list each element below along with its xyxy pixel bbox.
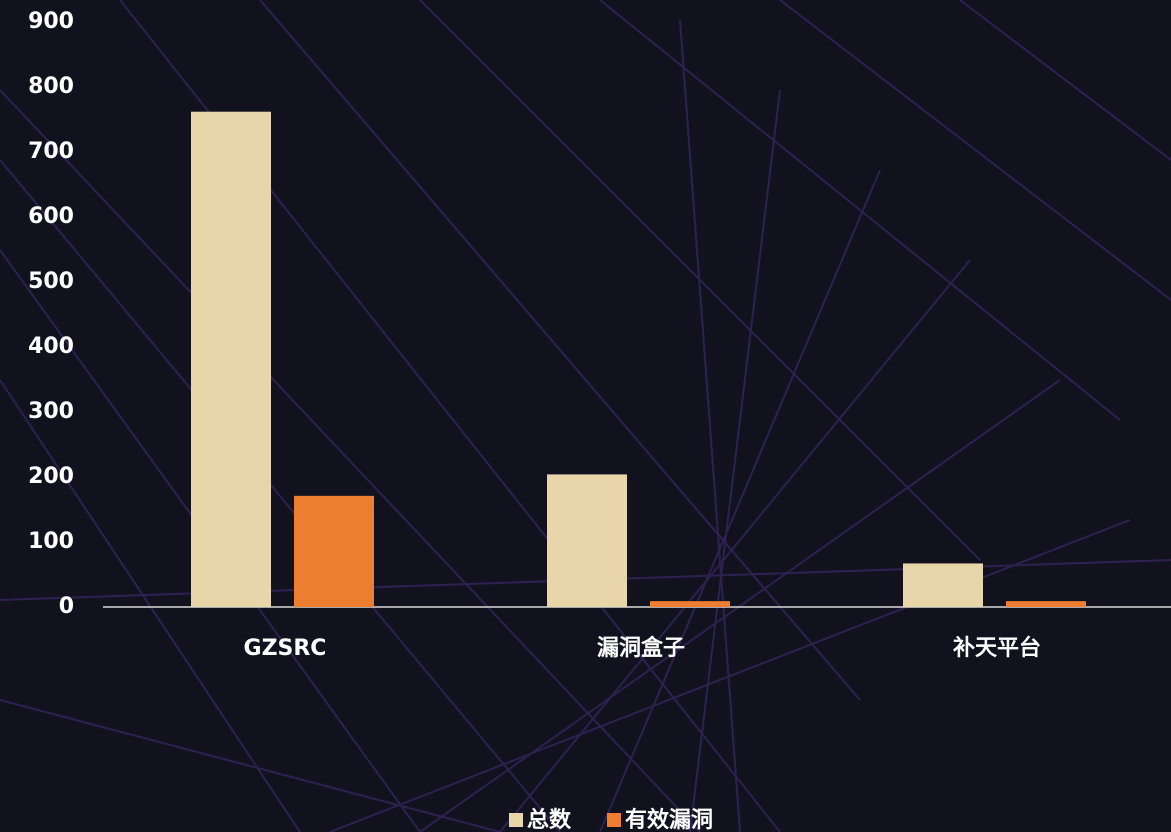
background [0,0,1171,832]
bar [650,601,730,607]
x-tick-label: GZSRC [244,636,327,661]
y-tick-label: 0 [59,594,74,619]
y-tick-label: 300 [28,399,74,424]
legend-label: 有效漏洞 [625,807,713,832]
y-tick-label: 400 [28,334,74,359]
y-tick-label: 800 [28,74,74,99]
y-tick-label: 500 [28,269,74,294]
y-tick-label: 100 [28,529,74,554]
legend-label: 总数 [527,807,572,832]
legend-swatch [509,813,523,827]
y-tick-label: 700 [28,139,74,164]
y-tick-label: 900 [28,9,74,34]
x-tick-label: 补天平台 [952,635,1041,661]
bar [1006,601,1086,607]
y-tick-label: 200 [28,464,74,489]
y-tick-label: 600 [28,204,74,229]
bar [294,496,374,607]
bar [191,112,271,607]
bar [547,474,627,607]
legend-swatch [607,813,621,827]
chart: 0 100 200 300 400 500 600 700 800 900 GZSRC 漏洞盒子 补天平… [0,0,1171,832]
bar [903,563,983,607]
x-tick-label: 漏洞盒子 [597,635,685,661]
